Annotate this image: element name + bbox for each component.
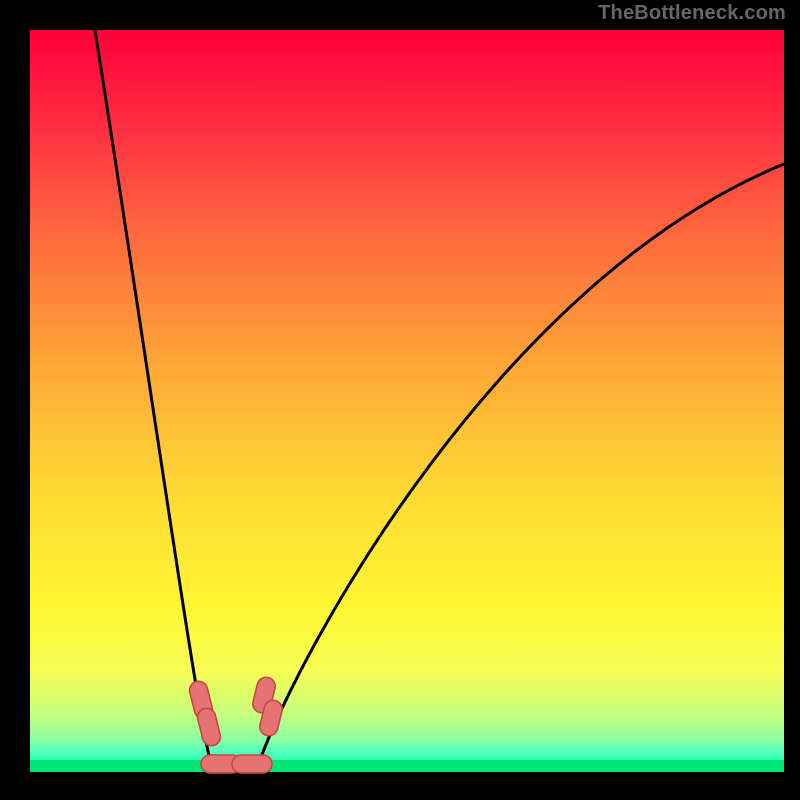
chart-frame: { "watermark": { "text": "TheBottleneck.… — [0, 0, 800, 800]
baseline-band — [30, 760, 784, 772]
gradient-background — [30, 30, 784, 772]
bottleneck-curve-chart — [0, 0, 800, 800]
valley-marker — [232, 755, 272, 773]
watermark-text: TheBottleneck.com — [598, 2, 786, 25]
